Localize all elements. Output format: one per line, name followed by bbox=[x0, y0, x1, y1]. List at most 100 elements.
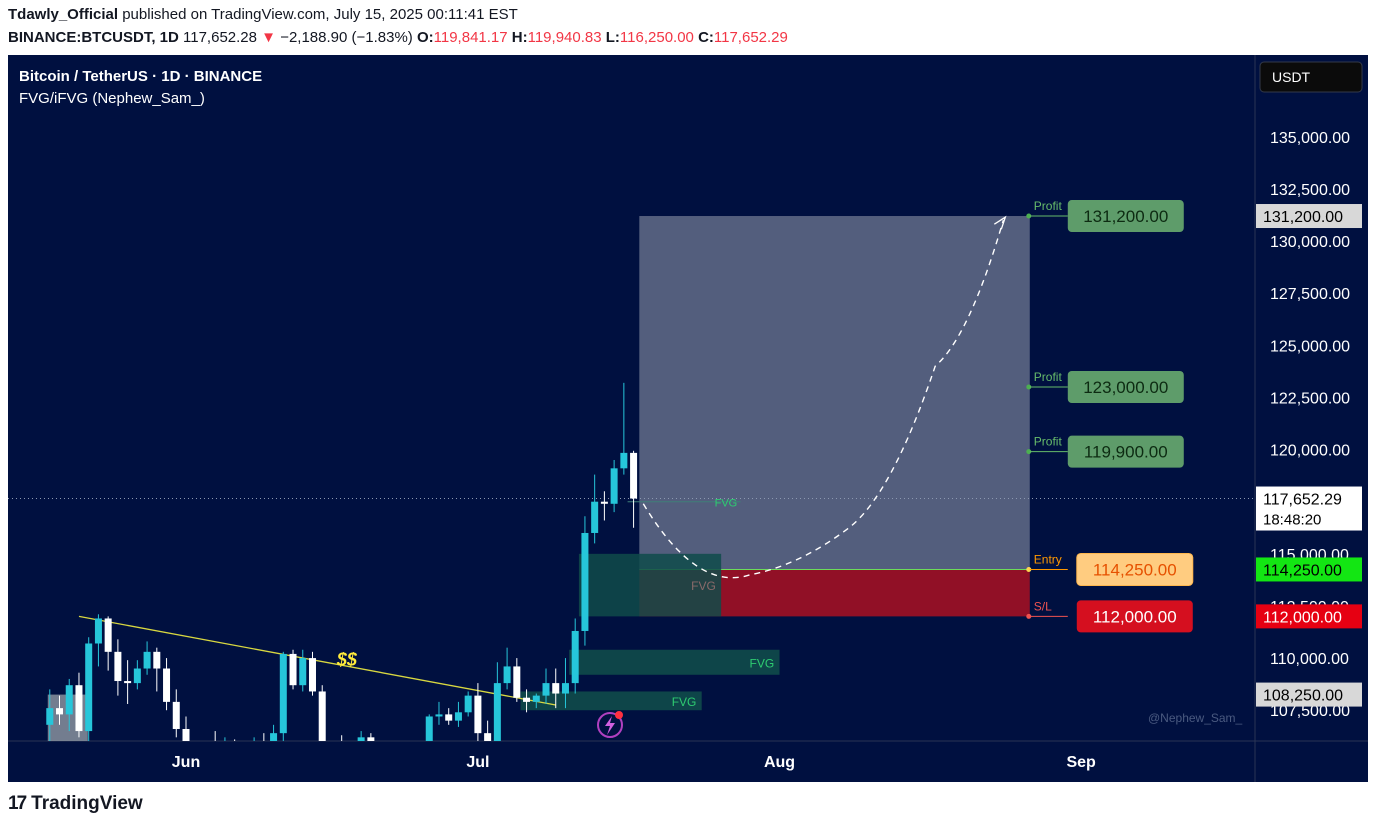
level-name: Profit bbox=[1034, 435, 1063, 449]
candle-body bbox=[279, 653, 287, 734]
axis-price-badge-label: 117,652.29 bbox=[1263, 492, 1342, 509]
y-tick-label: 132,500.00 bbox=[1270, 182, 1350, 199]
candle-body bbox=[561, 683, 569, 694]
projection-path[interactable] bbox=[642, 219, 1004, 579]
currency-selector[interactable] bbox=[1259, 61, 1363, 93]
author-name[interactable]: Tdawly_Official bbox=[8, 6, 119, 23]
candle-body bbox=[513, 666, 521, 698]
close-label: C: bbox=[698, 29, 714, 46]
level-badge-label: 119,900.00 bbox=[1084, 443, 1168, 462]
level-name: Profit bbox=[1034, 199, 1063, 213]
y-tick-label: 125,000.00 bbox=[1270, 338, 1350, 355]
candle-body bbox=[416, 748, 423, 779]
watermark-text: @Nephew_Sam_ bbox=[1148, 711, 1243, 725]
alert-dot-icon bbox=[615, 711, 623, 719]
level-handle[interactable] bbox=[1026, 449, 1032, 455]
trendline-label: $$ bbox=[336, 650, 358, 670]
projection-arrow-icon bbox=[993, 215, 1007, 230]
candle-body bbox=[153, 651, 161, 669]
level-badge-label: 114,250.00 bbox=[1093, 560, 1177, 579]
candle-body bbox=[299, 658, 307, 686]
candle-body bbox=[94, 618, 102, 644]
candle-body bbox=[377, 769, 384, 782]
candle-body bbox=[182, 728, 190, 741]
candle-body bbox=[163, 668, 171, 702]
level-badge[interactable] bbox=[1076, 552, 1194, 586]
chart-canvas[interactable]: 107,500.00110,000.00112,500.00115,000.00… bbox=[8, 55, 1368, 782]
axis-price-badge bbox=[1256, 682, 1362, 707]
published-text: published on TradingView.com, July 15, 2… bbox=[122, 6, 518, 23]
open-value: 119,841.17 bbox=[433, 29, 508, 46]
fvg-label: FVG bbox=[750, 656, 775, 670]
axis-price-badge bbox=[1256, 557, 1362, 582]
level-badge-label: 131,200.00 bbox=[1083, 207, 1168, 226]
candle-body bbox=[630, 452, 638, 499]
plot-area[interactable]: FVG FVG FVG FVG $$ Profit 131,200.00 Profit 123,… bbox=[8, 199, 1255, 782]
level-handle[interactable] bbox=[1026, 613, 1032, 619]
level-name: S/L bbox=[1034, 599, 1052, 613]
level-badge[interactable] bbox=[1067, 200, 1184, 233]
high-value: 119,940.83 bbox=[527, 29, 602, 46]
candle-body bbox=[85, 643, 93, 732]
chart-panel[interactable]: 107,500.00110,000.00112,500.00115,000.00… bbox=[8, 55, 1368, 782]
ohlc-header: BINANCE:BTCUSDT, 1D 117,652.28 ▼ −2,188.… bbox=[8, 29, 788, 46]
x-tick-label: Aug bbox=[764, 754, 795, 771]
candle-body bbox=[338, 752, 345, 765]
candle-body bbox=[406, 779, 413, 782]
candle-body bbox=[318, 691, 326, 741]
candle-body bbox=[581, 532, 589, 631]
footer-brand-text: TradingView bbox=[31, 793, 143, 814]
currency-label: USDT bbox=[1272, 69, 1311, 85]
candle-body bbox=[425, 716, 433, 741]
level-handle[interactable] bbox=[1026, 384, 1032, 390]
price-change: −2,188.90 (−1.83%) bbox=[280, 29, 413, 46]
candle-body bbox=[75, 685, 83, 732]
candle-body bbox=[56, 708, 64, 715]
candle-body bbox=[172, 701, 180, 729]
candle-body bbox=[620, 452, 628, 469]
trendline[interactable] bbox=[78, 615, 556, 706]
candle-body bbox=[387, 773, 394, 782]
axis-price-badge bbox=[1256, 204, 1362, 229]
level-badge[interactable] bbox=[1067, 371, 1184, 404]
y-tick-label: 122,500.00 bbox=[1270, 390, 1350, 407]
candle-body bbox=[397, 773, 404, 782]
axis-price-badge bbox=[1256, 604, 1362, 629]
candle-body bbox=[231, 744, 238, 757]
level-badge[interactable] bbox=[1076, 600, 1193, 633]
high-label: H: bbox=[511, 29, 528, 46]
lightning-bolt-icon bbox=[605, 716, 615, 735]
candle-body bbox=[610, 468, 618, 504]
y-tick-label: 110,000.00 bbox=[1270, 651, 1349, 668]
tradingview-logo-icon: 17 bbox=[8, 793, 27, 814]
y-tick-label: 127,500.00 bbox=[1270, 286, 1350, 303]
candle-body bbox=[46, 708, 54, 725]
candle-body bbox=[133, 668, 141, 684]
level-badge[interactable] bbox=[1067, 435, 1184, 468]
candle-body bbox=[600, 501, 608, 504]
candle-body bbox=[571, 630, 579, 684]
alert-lightning-icon[interactable] bbox=[597, 712, 623, 738]
symbol-label: BINANCE:BTCUSDT, 1D bbox=[8, 29, 179, 46]
candle-body bbox=[124, 681, 132, 684]
candle-body bbox=[464, 695, 472, 713]
level-handle[interactable] bbox=[1026, 566, 1032, 572]
low-label: L: bbox=[605, 29, 620, 46]
candle-body bbox=[65, 685, 73, 715]
close-value: 117,652.29 bbox=[713, 29, 788, 46]
candle-body bbox=[270, 733, 278, 741]
profit-zone[interactable] bbox=[639, 216, 1030, 570]
chart-title: Bitcoin / TetherUS · 1D · BINANCE bbox=[19, 68, 262, 85]
candle-body bbox=[212, 746, 219, 754]
candle-body bbox=[484, 733, 492, 741]
candle-body bbox=[260, 744, 267, 752]
x-tick-label: Sep bbox=[1066, 754, 1096, 771]
candle-body bbox=[328, 752, 335, 754]
candle-body bbox=[348, 750, 355, 765]
candle-body bbox=[104, 618, 112, 652]
y-tick-label: 107,500.00 bbox=[1270, 703, 1350, 720]
open-label: O: bbox=[416, 29, 434, 46]
low-value: 116,250.00 bbox=[619, 29, 694, 46]
level-handle[interactable] bbox=[1026, 213, 1032, 219]
fvg-label: FVG bbox=[715, 498, 738, 510]
